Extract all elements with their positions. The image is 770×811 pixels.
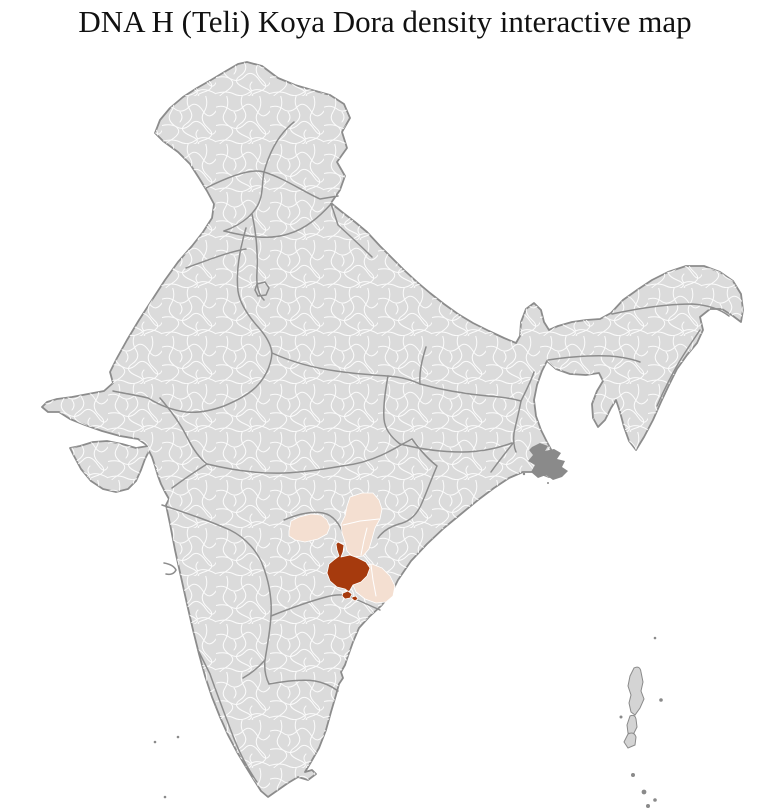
island — [626, 714, 638, 736]
state-border — [223, 171, 265, 232]
state-border — [547, 355, 641, 363]
island-dot — [646, 804, 650, 808]
state-border — [656, 329, 701, 407]
state-borders — [112, 121, 730, 783]
state-border — [206, 438, 413, 474]
delta-patch — [528, 443, 568, 480]
high-density-district-fragment[interactable] — [341, 590, 353, 600]
state-border — [383, 375, 401, 445]
state-border — [112, 227, 273, 413]
island-dot — [641, 789, 647, 795]
state-border — [377, 438, 438, 539]
island-dot — [163, 795, 167, 799]
state-border — [185, 248, 247, 269]
state-border — [490, 441, 515, 473]
district-border — [342, 518, 380, 526]
state-border — [611, 303, 730, 317]
andaman-nicobar-dots — [619, 636, 663, 808]
state-border — [419, 346, 427, 385]
state-border — [263, 121, 295, 173]
state-border — [197, 649, 258, 783]
state-border — [242, 659, 266, 679]
island — [623, 732, 637, 749]
state-border — [159, 397, 208, 465]
lakshadweep-islands — [153, 735, 180, 799]
state-border — [171, 463, 208, 489]
district-border — [360, 527, 368, 556]
state-border — [251, 213, 265, 301]
island-dot — [619, 715, 623, 719]
island-dot — [659, 698, 663, 702]
delta-speck — [522, 472, 526, 476]
state-border — [283, 511, 344, 535]
island-dot — [653, 798, 657, 802]
highlighted-districts — [288, 492, 396, 604]
island — [627, 666, 645, 716]
state-border — [271, 352, 421, 385]
district-border — [370, 564, 377, 597]
state-border — [520, 371, 535, 402]
low-density-district-north-cluster[interactable] — [340, 492, 383, 558]
state-border — [268, 679, 339, 692]
high-density-district[interactable] — [326, 541, 371, 593]
delta-speck — [547, 482, 549, 484]
island-dot — [631, 773, 635, 777]
state-border — [270, 594, 381, 617]
page-title: DNA H (Teli) Koya Dora density interacti… — [78, 4, 692, 39]
state-border — [330, 203, 373, 258]
island-dot — [153, 740, 157, 744]
island-dot — [176, 735, 180, 739]
island-dot — [653, 636, 657, 640]
low-density-district-west[interactable] — [288, 513, 331, 543]
state-border — [254, 281, 270, 297]
state-border — [399, 442, 513, 453]
high-density-district-fragment[interactable] — [351, 595, 359, 602]
state-border — [419, 383, 522, 402]
andaman-nicobar-islands — [623, 666, 645, 749]
state-border — [163, 562, 177, 576]
state-border — [512, 400, 522, 453]
state-border — [161, 504, 264, 567]
state-border — [262, 565, 272, 685]
sundarbans-delta — [522, 443, 568, 484]
